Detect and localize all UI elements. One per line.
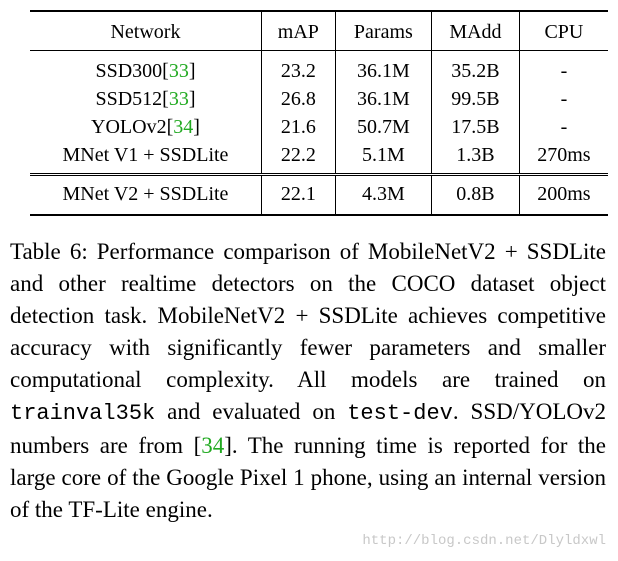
cell-network: SSD512[33] [95, 88, 196, 110]
header-madd: MAdd [431, 10, 520, 51]
cell-params: 36.1M [334, 50, 432, 85]
cell-cpu: - [518, 50, 608, 85]
cell-network: SSD300[33] [30, 50, 262, 85]
watermark: http://blog.csdn.net/Dlyldxwl [362, 533, 606, 549]
cell-madd: 0.8B [431, 173, 520, 216]
cell-map: 23.2 [260, 50, 336, 85]
cell-params: 50.7M [334, 113, 432, 141]
results-table-container: Network mAP Params MAdd CPU SSD300[33] 2… [30, 10, 608, 216]
header-cpu: CPU [518, 10, 608, 51]
cell-cpu: 270ms [518, 141, 608, 175]
header-params: Params [334, 10, 432, 51]
cell-cpu: - [518, 113, 608, 141]
citation-link[interactable]: 33 [168, 60, 189, 82]
table-row-highlight: MNet V2 + SSDLite 22.1 4.3M 0.8B 200ms [30, 173, 608, 216]
header-map: mAP [260, 10, 336, 51]
cell-map: 22.1 [260, 173, 336, 216]
cell-params: 5.1M [334, 141, 432, 175]
code-testdev: test-dev [347, 401, 453, 426]
cell-map: 26.8 [260, 85, 336, 113]
cell-network: YOLOv2[34] [91, 116, 200, 138]
citation-link[interactable]: 33 [168, 88, 189, 110]
table-row: SSD300[33] 23.2 36.1M 35.2B - [30, 50, 608, 85]
cell-map: 22.2 [260, 141, 336, 175]
table-row: YOLOv2[34] 21.6 50.7M 17.5B - [30, 113, 608, 141]
cell-network: MNet V2 + SSDLite [30, 173, 262, 216]
cell-madd: 1.3B [431, 141, 520, 175]
cell-cpu: - [518, 85, 608, 113]
table-row: SSD512[33] 26.8 36.1M 99.5B - [30, 85, 608, 113]
cell-network: MNet V1 + SSDLite [62, 144, 229, 166]
cell-map: 21.6 [260, 113, 336, 141]
cell-madd: 35.2B [431, 50, 520, 85]
cell-cpu: 200ms [518, 173, 608, 216]
citation-link[interactable]: 34 [201, 433, 225, 458]
cell-madd: 99.5B [431, 85, 520, 113]
cell-params: 4.3M [334, 173, 432, 216]
code-trainval: trainval35k [10, 401, 156, 426]
results-table: Network mAP Params MAdd CPU SSD300[33] 2… [30, 10, 608, 216]
table-header-row: Network mAP Params MAdd CPU [30, 10, 608, 51]
cell-params: 36.1M [334, 85, 432, 113]
header-network: Network [30, 10, 262, 51]
citation-link[interactable]: 34 [173, 116, 194, 138]
table-caption: Table 6: Performance comparison of Mobil… [10, 239, 606, 522]
table-row: MNet V1 + SSDLite 22.2 5.1M 1.3B 270ms [30, 141, 608, 175]
cell-madd: 17.5B [431, 113, 520, 141]
